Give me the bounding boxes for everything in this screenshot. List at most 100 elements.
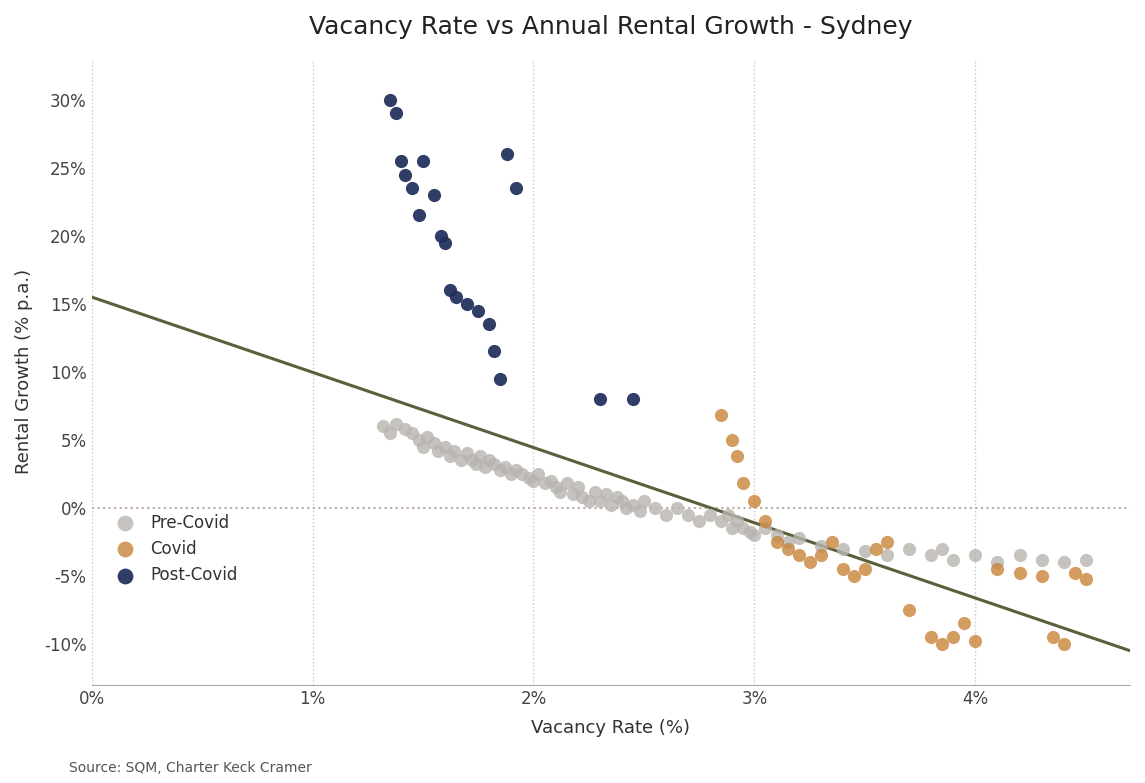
Pre-Covid [491, 464, 510, 476]
Pre-Covid [451, 454, 469, 467]
Pre-Covid [608, 491, 626, 503]
Pre-Covid [591, 495, 609, 507]
Post-Covid [410, 209, 428, 222]
Post-Covid [380, 93, 398, 106]
Pre-Covid [657, 508, 676, 521]
Pre-Covid [458, 447, 476, 460]
Pre-Covid [496, 461, 514, 474]
Post-Covid [506, 182, 524, 194]
X-axis label: Vacancy Rate (%): Vacancy Rate (%) [531, 719, 690, 737]
Pre-Covid [484, 458, 503, 471]
Pre-Covid [444, 445, 463, 457]
Pre-Covid [779, 536, 797, 548]
Pre-Covid [834, 543, 852, 555]
Covid [767, 536, 785, 548]
Covid [1010, 567, 1028, 579]
Pre-Covid [564, 488, 583, 500]
Post-Covid [591, 393, 609, 406]
Pre-Covid [475, 461, 493, 474]
Pre-Covid [441, 450, 459, 463]
Covid [1066, 567, 1084, 579]
Pre-Covid [403, 427, 421, 439]
Pre-Covid [966, 549, 985, 561]
Covid [966, 635, 985, 648]
Pre-Covid [624, 499, 642, 511]
Legend: Pre-Covid, Covid, Post-Covid: Pre-Covid, Covid, Post-Covid [102, 507, 244, 591]
Post-Covid [413, 155, 432, 168]
Pre-Covid [542, 474, 560, 487]
Covid [734, 477, 752, 489]
Post-Covid [396, 168, 414, 181]
Pre-Covid [988, 556, 1006, 568]
Pre-Covid [586, 485, 605, 498]
Pre-Covid [572, 491, 591, 503]
Pre-Covid [467, 458, 485, 471]
Pre-Covid [712, 515, 731, 528]
Pre-Covid [558, 477, 576, 489]
Pre-Covid [1076, 554, 1095, 566]
Pre-Covid [396, 423, 414, 435]
Pre-Covid [598, 488, 616, 500]
Covid [878, 536, 897, 548]
Post-Covid [624, 393, 642, 406]
Covid [945, 631, 963, 644]
Pre-Covid [933, 543, 951, 555]
Post-Covid [425, 189, 443, 201]
Covid [712, 409, 731, 421]
Text: Source: SQM, Charter Keck Cramer: Source: SQM, Charter Keck Cramer [69, 761, 311, 775]
Covid [855, 563, 874, 576]
Pre-Covid [536, 477, 554, 489]
Post-Covid [436, 236, 455, 249]
Y-axis label: Rental Growth (% p.a.): Rental Growth (% p.a.) [15, 269, 33, 474]
Pre-Covid [387, 417, 405, 430]
Covid [922, 631, 940, 644]
Pre-Covid [745, 529, 764, 541]
Covid [834, 563, 852, 576]
Covid [800, 556, 819, 568]
Pre-Covid [551, 485, 569, 498]
Pre-Covid [668, 502, 686, 514]
Covid [745, 495, 764, 507]
Pre-Covid [374, 420, 393, 432]
Pre-Covid [855, 545, 874, 557]
Pre-Covid [634, 495, 653, 507]
Covid [988, 563, 1006, 576]
Pre-Covid [503, 467, 521, 480]
Covid [1055, 637, 1073, 650]
Post-Covid [387, 107, 405, 120]
Covid [724, 434, 742, 446]
Covid [1033, 569, 1051, 582]
Covid [757, 515, 775, 528]
Covid [933, 637, 951, 650]
Pre-Covid [690, 515, 709, 528]
Covid [1043, 631, 1061, 644]
Pre-Covid [922, 549, 940, 561]
Pre-Covid [900, 543, 918, 555]
Pre-Covid [546, 482, 564, 494]
Pre-Covid [480, 454, 498, 467]
Covid [727, 450, 745, 463]
Pre-Covid [425, 436, 443, 449]
Covid [845, 569, 863, 582]
Covid [812, 549, 830, 561]
Pre-Covid [679, 508, 697, 521]
Post-Covid [458, 298, 476, 310]
Pre-Covid [646, 502, 664, 514]
Post-Covid [469, 305, 488, 317]
Pre-Covid [724, 522, 742, 535]
Pre-Covid [520, 471, 538, 484]
Post-Covid [392, 155, 410, 168]
Pre-Covid [727, 515, 745, 528]
Pre-Covid [741, 526, 759, 539]
Pre-Covid [701, 508, 719, 521]
Post-Covid [441, 284, 459, 297]
Pre-Covid [413, 440, 432, 453]
Pre-Covid [569, 482, 587, 494]
Post-Covid [447, 290, 465, 303]
Pre-Covid [613, 495, 631, 507]
Pre-Covid [757, 522, 775, 535]
Pre-Covid [436, 440, 455, 453]
Pre-Covid [410, 434, 428, 446]
Pre-Covid [617, 502, 635, 514]
Pre-Covid [418, 431, 436, 443]
